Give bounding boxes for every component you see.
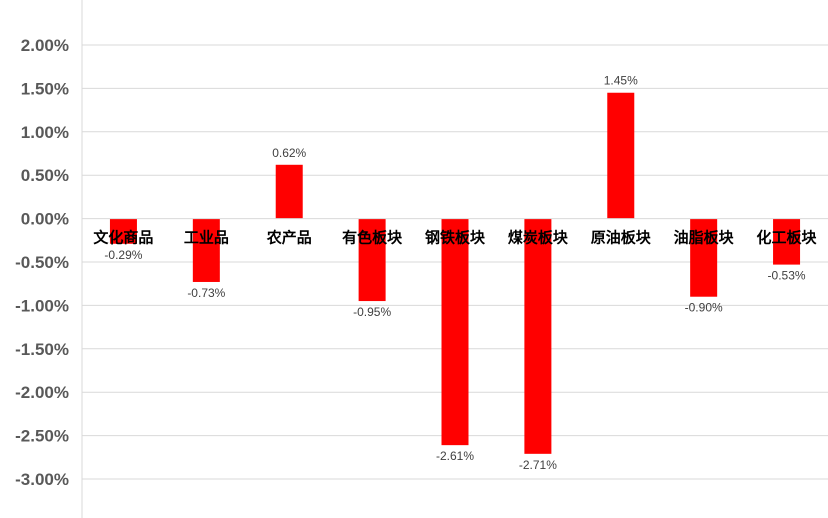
- data-label: 0.62%: [272, 146, 306, 160]
- x-tick-label: 有色板块: [342, 229, 403, 247]
- bar: [607, 92, 635, 219]
- x-tick-label: 钢铁板块: [425, 229, 486, 247]
- category-labels: 文化商品 工业品 农产品 有色板块 钢铁板块 煤炭板块 原油板块 油脂板块 化工板块: [93, 229, 817, 247]
- y-tick-label: -3.00%: [15, 470, 69, 489]
- y-tick-label: 1.50%: [21, 79, 69, 98]
- data-label: -0.95%: [353, 305, 391, 319]
- x-tick-label: 油脂板块: [674, 229, 735, 247]
- data-label: -0.53%: [768, 269, 806, 283]
- x-tick-label: 农产品: [266, 229, 312, 247]
- y-tick-label: -2.00%: [15, 383, 69, 402]
- data-labels: -0.29% -0.73% 0.62% -0.95% -2.61% -2.71% 1.45%…: [104, 74, 805, 472]
- data-label: -2.71%: [519, 458, 557, 472]
- axes: [81, 0, 828, 518]
- data-label: -0.29%: [104, 248, 142, 262]
- bar: [690, 218, 718, 297]
- y-tick-label: 1.00%: [21, 123, 69, 142]
- x-tick-label: 煤炭板块: [508, 229, 569, 247]
- bar: [524, 218, 552, 454]
- bar: [192, 218, 220, 282]
- data-label: -2.61%: [436, 449, 474, 463]
- y-axis-ticks: 2.00% 1.50% 1.00% 0.50% 0.00% -0.50% -1.00% -1.…: [15, 36, 69, 489]
- y-tick-label: -2.50%: [15, 427, 69, 446]
- bar: [275, 164, 303, 219]
- bar: [773, 218, 801, 265]
- x-tick-label: 化工板块: [757, 229, 818, 247]
- data-label: -0.90%: [685, 301, 723, 315]
- y-tick-label: 2.00%: [21, 36, 69, 55]
- y-tick-label: -0.50%: [15, 253, 69, 272]
- x-tick-label: 原油板块: [591, 229, 652, 247]
- x-tick-label: 工业品: [184, 229, 229, 247]
- y-tick-label: 0.50%: [21, 166, 69, 185]
- x-tick-label: 文化商品: [93, 229, 153, 247]
- data-label: 1.45%: [604, 74, 638, 88]
- bars: [109, 92, 801, 454]
- data-label: -0.73%: [187, 286, 225, 300]
- bar: [358, 218, 386, 302]
- bar: [441, 218, 469, 446]
- y-tick-label: -1.50%: [15, 340, 69, 359]
- bar: [109, 218, 137, 244]
- y-tick-label: 0.00%: [21, 210, 69, 229]
- y-tick-label: -1.00%: [15, 296, 69, 315]
